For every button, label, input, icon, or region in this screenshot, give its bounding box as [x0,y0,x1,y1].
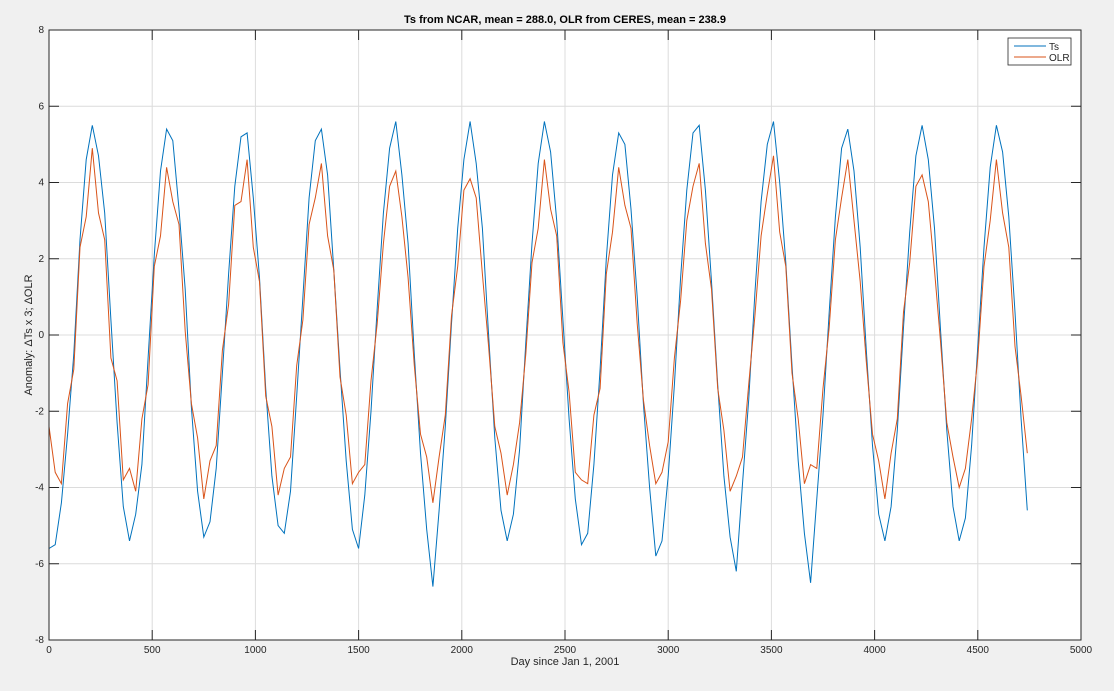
x-axis-label: Day since Jan 1, 2001 [511,656,620,668]
y-axis-label: Anomaly: ΔTs x 3; ΔOLR [23,274,35,395]
ticks: 0 500 1000 1500 2000 2500 3000 3500 4000 4500 5000… [35,25,1092,656]
x-tick-label: 2000 [451,645,474,656]
series-line-ts [48,121,1028,587]
legend-label-olr: OLR [1049,53,1070,64]
x-tick-label: 4500 [967,645,990,656]
y-tick-label: -2 [35,406,44,417]
y-tick-label: 2 [38,254,44,265]
x-tick-label: 4000 [863,645,886,656]
series-lines [48,121,1028,587]
x-tick-label: 2500 [554,645,577,656]
x-tick-label: 1000 [244,645,267,656]
series-line-olr [48,148,1028,503]
legend-label-ts: Ts [1049,42,1059,53]
x-tick-label: 1500 [347,645,370,656]
chart-title: Ts from NCAR, mean = 288.0, OLR from CER… [404,14,726,26]
x-tick-label: 0 [46,645,52,656]
legend[interactable]: Ts OLR [1007,37,1072,66]
x-tick-label: 5000 [1070,645,1093,656]
x-tick-label: 3000 [657,645,680,656]
legend-box [1007,37,1072,66]
y-tick-label: -8 [35,635,44,646]
x-tick-label: 3500 [760,645,783,656]
x-tick-label: 500 [144,645,161,656]
y-tick-label: 6 [38,101,44,112]
y-tick-label: 4 [38,178,44,189]
y-tick-label: -6 [35,559,44,570]
y-tick-label: 0 [38,330,44,341]
y-tick-label: 8 [38,25,44,36]
y-tick-label: -4 [35,483,44,494]
